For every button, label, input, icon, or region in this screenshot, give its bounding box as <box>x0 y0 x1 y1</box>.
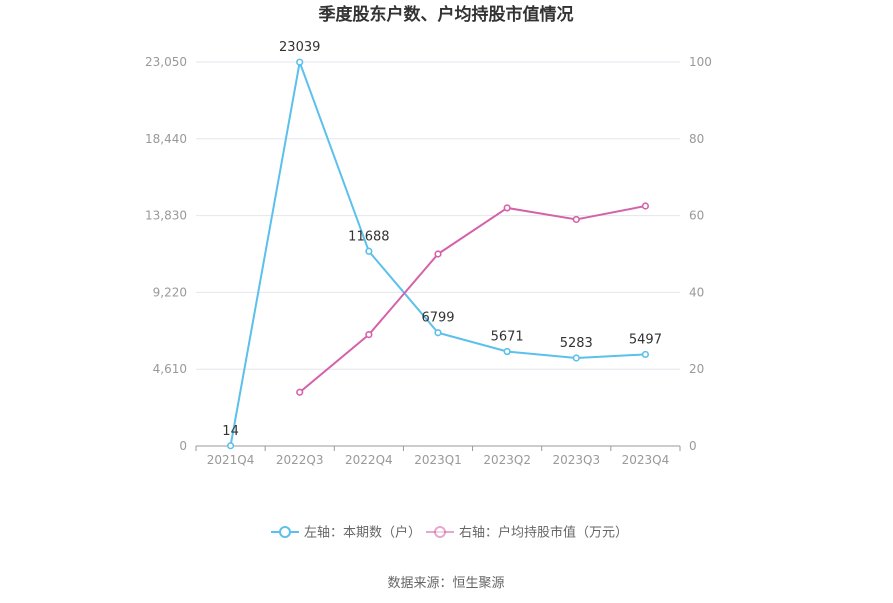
data-label: 23039 <box>279 40 320 55</box>
legend-item-avg-value: 右轴：户均持股市值（万元） <box>426 525 628 541</box>
axes <box>195 445 681 451</box>
left-tick-label: 0 <box>179 439 187 453</box>
data-point <box>226 442 235 450</box>
series-group: 14 23039 11688 6799 5671 5283 5497 <box>222 40 662 450</box>
left-tick-label: 13,830 <box>145 209 187 223</box>
legend-swatch-marker <box>434 526 446 538</box>
x-tick-label: 2023Q3 <box>552 453 600 467</box>
data-point <box>641 350 650 359</box>
left-tick-label: 4,610 <box>153 362 187 376</box>
x-tick-label: 2022Q3 <box>276 453 324 467</box>
data-label: 5671 <box>491 330 524 345</box>
data-point <box>434 250 442 258</box>
data-point <box>503 204 511 212</box>
data-label: 5497 <box>629 332 662 347</box>
data-point <box>503 347 511 356</box>
series-avg-value <box>296 202 650 396</box>
data-point <box>572 215 580 224</box>
right-tick-label: 100 <box>689 55 712 69</box>
data-point <box>296 58 304 66</box>
legend-label: 左轴：本期数（户） <box>304 525 421 541</box>
data-label: 5283 <box>560 336 593 351</box>
x-axis-ticks: 2021Q4 2022Q3 2022Q4 2023Q1 2023Q2 2023Q3 2023… <box>207 453 669 467</box>
data-point <box>365 247 373 255</box>
chart-title: 季度股东户数、户均持股市值情况 <box>319 4 574 25</box>
data-point <box>572 354 580 362</box>
x-tick-label: 2021Q4 <box>207 453 255 467</box>
data-point <box>641 202 650 210</box>
right-axis-ticks: 0 20 40 60 80 100 <box>689 55 712 453</box>
right-tick-label: 80 <box>689 132 704 146</box>
data-point <box>365 331 373 339</box>
right-tick-label: 20 <box>689 362 704 376</box>
series-holders: 14 23039 11688 6799 5671 5283 5497 <box>222 40 662 450</box>
left-tick-label: 23,050 <box>145 55 187 69</box>
right-tick-label: 0 <box>689 439 697 453</box>
x-tick-label: 2023Q1 <box>414 453 462 467</box>
source-note: 数据来源：恒生聚源 <box>387 576 504 591</box>
left-tick-label: 18,440 <box>145 132 187 146</box>
x-tick-label: 2023Q4 <box>622 453 670 467</box>
legend-label: 右轴：户均持股市值（万元） <box>459 525 628 541</box>
data-label: 6799 <box>421 311 454 326</box>
legend-item-holders: 左轴：本期数（户） <box>271 525 421 541</box>
right-tick-label: 60 <box>689 209 704 223</box>
left-axis-ticks: 0 4,610 9,220 13,830 18,440 23,050 <box>145 55 187 453</box>
x-tick-label: 2022Q4 <box>345 453 393 467</box>
data-point <box>434 329 442 337</box>
series-line <box>299 205 646 394</box>
legend-swatch-marker <box>279 526 291 538</box>
data-label: 11688 <box>348 229 389 244</box>
left-tick-label: 9,220 <box>153 285 187 299</box>
data-point <box>296 388 304 396</box>
legend: 左轴：本期数（户） 右轴：户均持股市值（万元） <box>271 525 628 541</box>
x-tick-label: 2023Q2 <box>483 453 531 467</box>
right-tick-label: 40 <box>689 285 704 299</box>
data-label: 14 <box>222 424 239 439</box>
grid-lines <box>196 61 680 370</box>
